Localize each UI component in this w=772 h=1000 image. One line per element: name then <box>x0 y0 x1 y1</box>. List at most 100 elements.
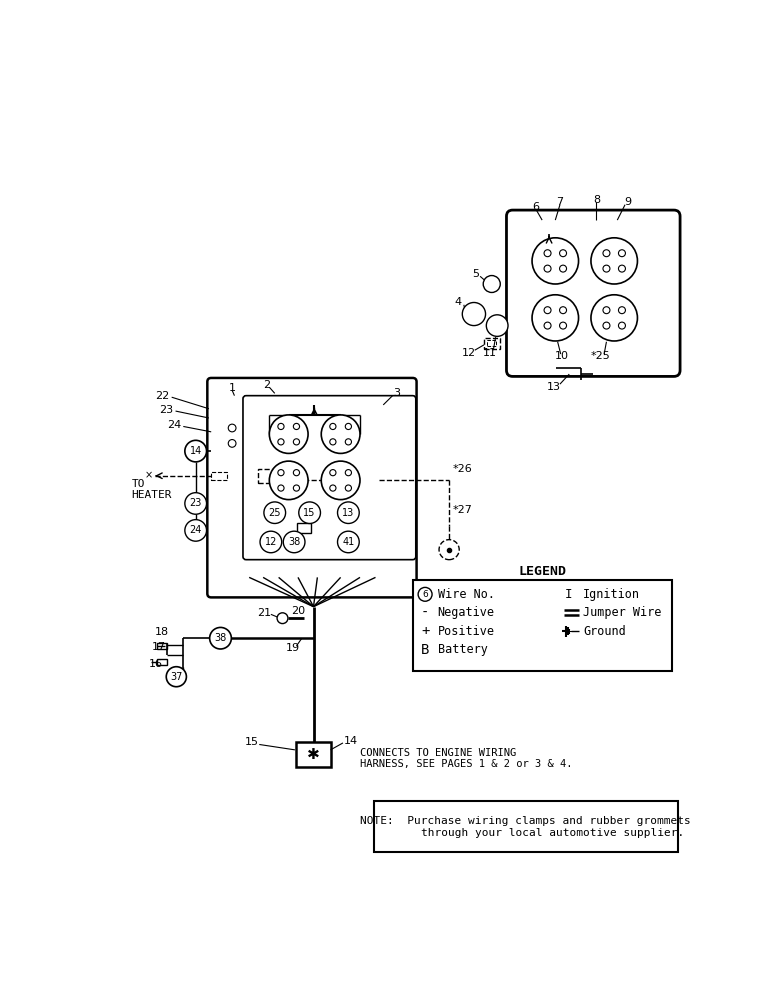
Text: 37: 37 <box>170 672 182 682</box>
Text: 24: 24 <box>167 420 181 430</box>
Text: Jumper Wire: Jumper Wire <box>583 606 662 619</box>
FancyBboxPatch shape <box>506 210 680 376</box>
Circle shape <box>293 485 300 491</box>
Circle shape <box>483 276 500 292</box>
Text: 13: 13 <box>342 508 354 518</box>
Circle shape <box>166 667 186 687</box>
Circle shape <box>618 322 625 329</box>
Text: 3: 3 <box>393 388 400 398</box>
Text: -: - <box>421 606 429 620</box>
Text: 17: 17 <box>151 642 165 652</box>
Circle shape <box>293 423 300 430</box>
Text: Ignition: Ignition <box>583 588 640 601</box>
Circle shape <box>618 307 625 314</box>
Circle shape <box>591 295 638 341</box>
Text: 18: 18 <box>155 627 169 637</box>
Text: +: + <box>421 624 429 638</box>
Circle shape <box>418 587 432 601</box>
Circle shape <box>278 423 284 430</box>
Text: *26: *26 <box>452 464 472 474</box>
Text: 16: 16 <box>149 659 163 669</box>
Circle shape <box>603 322 610 329</box>
Circle shape <box>269 415 308 453</box>
Circle shape <box>185 520 207 541</box>
Circle shape <box>229 424 236 432</box>
Circle shape <box>544 250 551 257</box>
Text: 38: 38 <box>288 537 300 547</box>
Circle shape <box>330 485 336 491</box>
Text: 41: 41 <box>342 537 354 547</box>
Circle shape <box>185 493 207 514</box>
Circle shape <box>330 439 336 445</box>
Text: Wire No.: Wire No. <box>438 588 495 601</box>
Bar <box>297 523 311 533</box>
Text: Positive: Positive <box>438 625 495 638</box>
Circle shape <box>618 265 625 272</box>
Text: LEGEND: LEGEND <box>519 565 567 578</box>
Text: 15: 15 <box>245 737 259 747</box>
Text: *27: *27 <box>453 505 473 515</box>
Bar <box>157 659 167 665</box>
Text: ×: × <box>144 471 153 481</box>
Circle shape <box>185 440 207 462</box>
Circle shape <box>560 265 567 272</box>
Circle shape <box>229 440 236 447</box>
Circle shape <box>293 470 300 476</box>
Circle shape <box>345 439 351 445</box>
Text: 14: 14 <box>190 446 201 456</box>
Circle shape <box>603 265 610 272</box>
Text: 12: 12 <box>462 348 476 358</box>
Text: 7: 7 <box>557 197 564 207</box>
Text: 4: 4 <box>454 297 461 307</box>
Text: 23: 23 <box>159 405 173 415</box>
Circle shape <box>532 295 578 341</box>
Text: 8: 8 <box>593 195 600 205</box>
Text: 19: 19 <box>286 643 300 653</box>
Circle shape <box>337 531 359 553</box>
Circle shape <box>278 470 284 476</box>
Text: 13: 13 <box>547 382 560 392</box>
Text: 23: 23 <box>189 498 202 508</box>
Bar <box>157 643 167 649</box>
Circle shape <box>277 613 288 624</box>
Text: 9: 9 <box>624 197 631 207</box>
Circle shape <box>532 238 578 284</box>
Circle shape <box>439 540 459 560</box>
Text: NOTE:  Purchase wiring clamps and rubber grommets
        through your local aut: NOTE: Purchase wiring clamps and rubber … <box>361 816 691 838</box>
Circle shape <box>260 531 282 553</box>
FancyBboxPatch shape <box>243 396 416 560</box>
Text: Ground: Ground <box>583 625 626 638</box>
Text: 2: 2 <box>263 380 270 390</box>
Circle shape <box>321 461 360 500</box>
Bar <box>413 580 672 671</box>
Text: 10: 10 <box>554 351 568 361</box>
Circle shape <box>560 322 567 329</box>
Circle shape <box>486 315 508 336</box>
Text: CONNECTS TO ENGINE WIRING
HARNESS, SEE PAGES 1 & 2 or 3 & 4.: CONNECTS TO ENGINE WIRING HARNESS, SEE P… <box>360 748 573 769</box>
Circle shape <box>603 250 610 257</box>
Bar <box>296 742 330 767</box>
Circle shape <box>544 265 551 272</box>
Circle shape <box>299 502 320 523</box>
Text: I: I <box>565 588 572 601</box>
Text: 15: 15 <box>303 508 316 518</box>
Bar <box>258 469 275 483</box>
Circle shape <box>462 302 486 326</box>
Text: Battery: Battery <box>438 643 487 656</box>
Circle shape <box>618 250 625 257</box>
Text: 6: 6 <box>533 202 540 212</box>
Circle shape <box>345 485 351 491</box>
Text: ✱: ✱ <box>307 747 320 762</box>
Circle shape <box>337 502 359 523</box>
FancyBboxPatch shape <box>208 378 417 597</box>
Text: 22: 22 <box>155 391 170 401</box>
Text: 1: 1 <box>229 383 235 393</box>
Text: 21: 21 <box>258 608 272 618</box>
Circle shape <box>345 470 351 476</box>
Text: 6: 6 <box>422 590 428 599</box>
Circle shape <box>591 238 638 284</box>
Circle shape <box>210 627 232 649</box>
Text: 12: 12 <box>265 537 277 547</box>
Circle shape <box>345 423 351 430</box>
Circle shape <box>264 502 286 523</box>
